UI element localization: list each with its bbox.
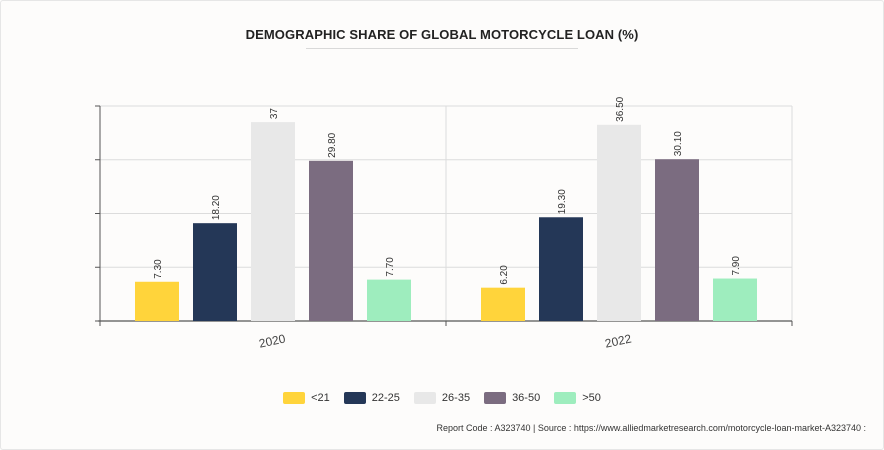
bar-2225-2020: [193, 223, 237, 321]
legend-item[interactable]: >50: [554, 392, 601, 404]
legend-item[interactable]: <21: [283, 392, 330, 404]
bar-21-2020: [135, 281, 179, 321]
legend-label: 26-35: [441, 392, 471, 404]
data-label: 29.80: [327, 132, 338, 157]
bar-50-2020: [367, 279, 411, 321]
legend-swatch: [484, 392, 507, 404]
legend-label: >50: [582, 392, 601, 404]
legend-swatch: [283, 392, 306, 404]
chart-legend: <21 22-25 26-35 36-50 >50: [0, 392, 884, 404]
data-label: 37: [269, 108, 280, 120]
data-label: 36.50: [615, 96, 626, 121]
data-label: 18.20: [211, 195, 222, 220]
bar-2635-2022: [597, 124, 641, 321]
legend-swatch: [413, 392, 436, 404]
legend-item[interactable]: 26-35: [413, 392, 471, 404]
data-label: 7.70: [385, 257, 396, 277]
bar-2635-2020: [251, 122, 295, 321]
title-divider: [306, 48, 578, 49]
bar-2225-2022: [539, 217, 583, 321]
legend-swatch: [343, 392, 366, 404]
x-tick-label: 2022: [604, 331, 633, 350]
legend-label: <21: [311, 392, 330, 404]
data-label: 7.30: [153, 259, 164, 279]
source-footer: Report Code : A323740 | Source : https:/…: [436, 423, 866, 433]
legend-swatch: [554, 392, 577, 404]
bar-3650-2022: [655, 159, 699, 321]
legend-item[interactable]: 22-25: [343, 392, 400, 404]
data-label: 19.30: [557, 189, 568, 214]
data-label: 7.90: [731, 256, 742, 276]
bar-3650-2020: [309, 160, 353, 321]
bar-50-2022: [713, 278, 757, 321]
chart-title: DEMOGRAPHIC SHARE OF GLOBAL MOTORCYCLE L…: [245, 27, 639, 42]
legend-label: 36-50: [512, 392, 541, 404]
data-label: 30.10: [673, 131, 684, 156]
legend-label: 22-25: [371, 392, 400, 404]
bar-21-2022: [481, 287, 525, 321]
legend-item[interactable]: 36-50: [484, 392, 540, 404]
data-label: 6.20: [499, 265, 510, 285]
x-tick-label: 2020: [258, 331, 287, 350]
